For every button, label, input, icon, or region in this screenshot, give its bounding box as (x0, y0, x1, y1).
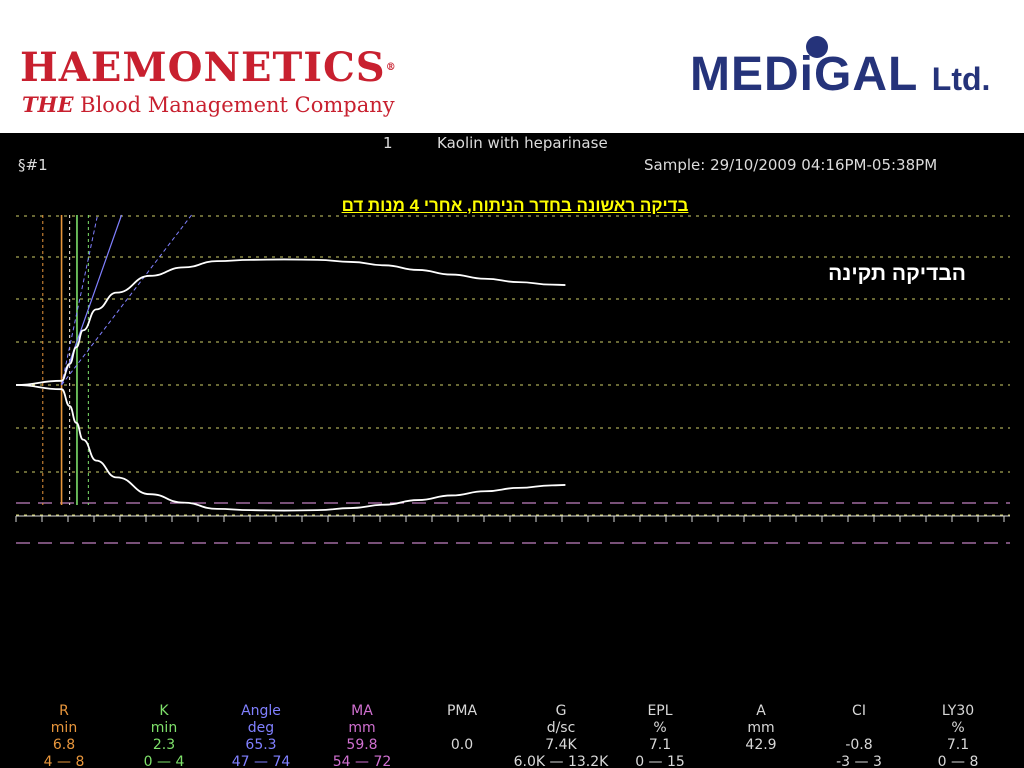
angle-limit-high-line (61, 214, 99, 386)
param-r-value: 6.8 (52, 737, 76, 753)
param-ma-value: 59.8 (346, 737, 378, 753)
param-k-unit: min (150, 720, 178, 736)
angle-limit-low-line (61, 214, 192, 386)
sample-id: §#1 (18, 156, 48, 174)
param-r-range: 4 — 8 (43, 754, 85, 768)
param-ci-range: -3 — 3 (836, 754, 882, 768)
haemonetics-logo: HAEMONETICS® THE Blood Management Compan… (20, 46, 440, 126)
param-ly30-value: 7.1 (946, 737, 970, 753)
param-g-value: 7.4K (545, 737, 577, 753)
param-a-unit: mm (747, 720, 775, 736)
param-angle-unit: deg (247, 720, 275, 736)
haemonetics-tagline: THE Blood Management Company (22, 92, 395, 117)
sample-time: Sample: 29/10/2009 04:16PM-05:38PM (644, 156, 938, 174)
note-white: הבדיקה תקינה (828, 262, 966, 285)
param-a-range (711, 754, 811, 768)
param-ma-name: MA (351, 703, 373, 719)
trace-upper (15, 258, 566, 386)
teg-chart (15, 214, 1010, 544)
param-epl-range: 0 — 15 (635, 754, 685, 768)
param-ma: MA mm 59.8 54 — 72 (312, 703, 412, 768)
param-r-unit: min (50, 720, 78, 736)
param-ly30-unit: % (951, 720, 965, 736)
medigal-title: MEDiGAL Ltd. (690, 48, 991, 101)
medigal-dot-icon (806, 36, 828, 58)
param-ma-range: 54 — 72 (332, 754, 392, 768)
param-g-name: G (555, 703, 567, 719)
channel-number: 1 (383, 134, 393, 152)
param-epl-value: 7.1 (648, 737, 672, 753)
param-pma-name: PMA (446, 703, 478, 719)
param-pma-value: 0.0 (450, 737, 474, 753)
param-ly30-range: 0 — 8 (937, 754, 979, 768)
param-angle-value: 65.3 (245, 737, 277, 753)
param-epl: EPL% 7.1 0 — 15 (610, 703, 710, 768)
angle-value-line (60, 214, 123, 386)
param-k-value: 2.3 (152, 737, 176, 753)
param-epl-name: EPL (647, 703, 673, 719)
param-ly30: LY30% 7.1 0 — 8 (908, 703, 1008, 768)
note-yellow: בדיקה ראשונה בחדר הניתוח, אחרי 4 מנות דם (341, 196, 689, 215)
param-angle-range: 47 — 74 (231, 754, 291, 768)
test-type: Kaolin with heparinase (437, 134, 608, 152)
param-epl-unit: % (653, 720, 667, 736)
param-g-unit: d/sc (546, 720, 576, 736)
param-angle-name: Angle (241, 703, 281, 719)
param-ci: CI -0.8 -3 — 3 (809, 703, 909, 768)
param-g-range: 6.0K — 13.2K (513, 754, 609, 768)
param-pma-unit (412, 720, 512, 737)
param-r-name: R (59, 703, 69, 719)
param-a-name: A (756, 703, 766, 719)
param-pma-range (412, 754, 512, 768)
param-ma-unit: mm (348, 720, 376, 736)
param-ci-name: CI (852, 703, 866, 719)
param-a-value: 42.9 (745, 737, 777, 753)
param-pma: PMA 0.0 (412, 703, 512, 768)
param-ly30-name: LY30 (941, 703, 975, 719)
slide-header: HAEMONETICS® THE Blood Management Compan… (0, 0, 1024, 133)
param-ci-unit (809, 720, 909, 737)
haemonetics-title: HAEMONETICS® (20, 44, 397, 91)
param-k-range: 0 — 4 (143, 754, 185, 768)
teg-screen: 1 Kaolin with heparinase §#1 Sample: 29/… (0, 133, 1024, 768)
trace-lower (15, 384, 566, 512)
param-angle: Angle deg 65.3 47 — 74 (211, 703, 311, 768)
param-k-name: K (159, 703, 169, 719)
medigal-logo: MEDiGAL Ltd. (690, 36, 1000, 106)
param-ci-value: -0.8 (845, 737, 873, 753)
